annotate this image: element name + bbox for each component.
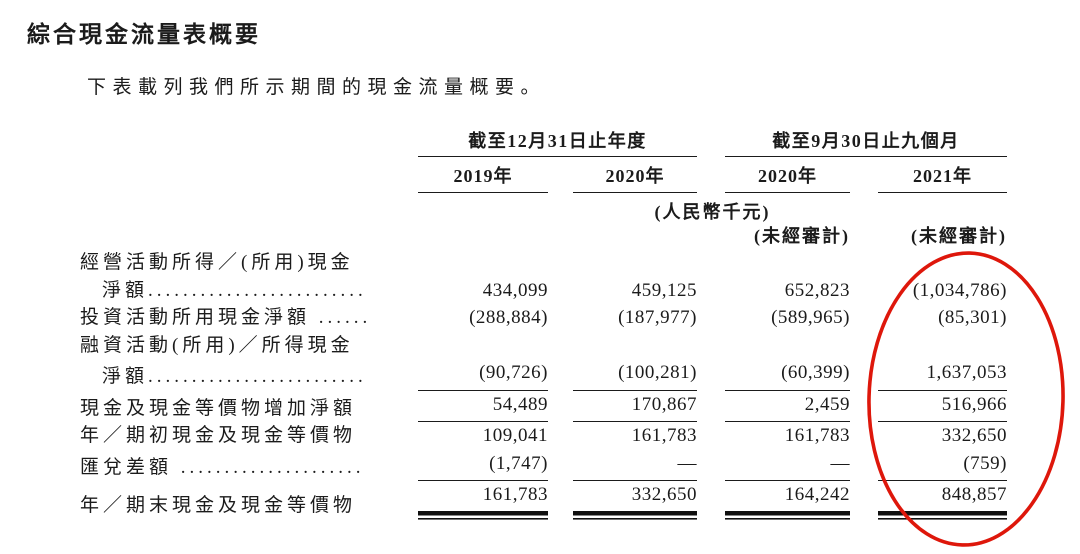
value-cell: (589,965): [771, 307, 850, 328]
value-cell: 434,099: [482, 279, 548, 301]
spacer-cell: [418, 224, 548, 249]
page-title: 綜合現金流量表概要: [27, 22, 261, 47]
year-header-2019: 2019年: [418, 157, 548, 193]
value-cell: 164,242: [697, 481, 850, 520]
unaudited-note-row: (未經審計) (未經審計): [63, 224, 1007, 249]
value-cell: 109,041: [482, 425, 548, 446]
spacer-cell: [548, 224, 697, 249]
table-row: 融資活動(所用)／所得現金: [63, 332, 1007, 360]
year-header-row: 2019年 2020年 2020年 2021年: [63, 157, 1007, 193]
value-cell: 54,489: [418, 391, 548, 422]
value-cell: (288,884): [469, 307, 548, 328]
value-cell: 848,857: [850, 481, 1007, 520]
column-group-fy-cell: 截至12月31日止年度: [418, 129, 697, 157]
cash-flow-summary-table: 截至12月31日止年度 截至9月30日止九個月 2019年 2020年 2020…: [63, 129, 1007, 520]
row-label: 淨額.........................: [102, 279, 367, 301]
unit-note-cell: (人民幣千元): [418, 193, 1007, 224]
row-label: 匯兌差額 .....................: [80, 456, 365, 478]
value-cell: (85,301): [938, 307, 1007, 328]
value-cell: —: [548, 450, 697, 481]
value-cell: (187,977): [618, 307, 697, 328]
value-cell: 161,783: [784, 425, 850, 446]
row-label: 融資活動(所用)／所得現金: [80, 334, 354, 356]
unaudited-note-2020-cell: (未經審計): [754, 226, 850, 246]
value-cell: (100,281): [548, 359, 697, 391]
value-cell: 459,125: [631, 279, 697, 301]
value-cell: 1,637,053: [850, 359, 1007, 391]
value-cell: 332,650: [941, 425, 1007, 446]
table-row: 匯兌差額 ..................... (1,747) — — (…: [63, 450, 1007, 481]
year-header-2020fy: 2020年: [548, 157, 697, 193]
table-row: 經營活動所得／(所用)現金: [63, 249, 1007, 277]
row-label: 淨額.........................: [102, 366, 367, 387]
row-label: 投資活動所用現金淨額 ......: [80, 307, 372, 328]
column-group-header-row: 截至12月31日止年度 截至9月30日止九個月: [63, 129, 1007, 157]
column-group-9m-cell: 截至9月30日止九個月: [697, 129, 1007, 157]
value-cell: —: [697, 450, 850, 481]
table-row: 淨額......................... 434,099 459,…: [63, 277, 1007, 305]
year-header-2020-9m: 2020年: [697, 157, 850, 193]
spacer-cell: [63, 129, 418, 157]
value-cell: (90,726): [418, 359, 548, 391]
column-group-9m-label: 截至9月30日止九個月: [725, 129, 1007, 157]
year-header-2021: 2021年: [850, 157, 1007, 193]
table-row: 年／期初現金及現金等價物 109,041 161,783 161,783 332…: [63, 422, 1007, 450]
table-row: 投資活動所用現金淨額 ...... (288,884) (187,977) (5…: [63, 304, 1007, 332]
row-label: 年／期初現金及現金等價物: [80, 425, 357, 446]
value-cell: (1,034,786): [912, 279, 1007, 301]
spacer-cell: [63, 193, 418, 224]
unaudited-note-2021-cell: (未經審計): [911, 226, 1007, 246]
value-cell: (60,399): [697, 359, 850, 391]
row-label: 現金及現金等價物增加淨額: [80, 397, 357, 419]
value-cell: 161,783: [631, 425, 697, 446]
row-label: 年／期末現金及現金等價物: [80, 495, 357, 516]
value-cell: 516,966: [850, 391, 1007, 422]
value-cell: 161,783: [418, 481, 548, 520]
value-cell: (759): [850, 450, 1007, 481]
row-label: 經營活動所得／(所用)現金: [80, 252, 354, 273]
value-cell: 2,459: [697, 391, 850, 422]
spacer-cell: [63, 157, 418, 193]
unit-note: (人民幣千元): [654, 202, 771, 222]
spacer-cell: [63, 224, 418, 249]
table-row: 現金及現金等價物增加淨額 54,489 170,867 2,459 516,96…: [63, 391, 1007, 422]
unit-note-row: (人民幣千元): [63, 193, 1007, 224]
intro-text: 下表載列我們所示期間的現金流量概要。: [87, 77, 547, 98]
value-cell: 170,867: [548, 391, 697, 422]
table-row: 年／期末現金及現金等價物 161,783 332,650 164,242 848…: [63, 481, 1007, 520]
value-cell: (1,747): [418, 450, 548, 481]
table-row: 淨額......................... (90,726) (10…: [63, 359, 1007, 391]
column-group-fy-label: 截至12月31日止年度: [418, 129, 697, 157]
value-cell: 332,650: [548, 481, 697, 520]
value-cell: 652,823: [784, 279, 850, 301]
